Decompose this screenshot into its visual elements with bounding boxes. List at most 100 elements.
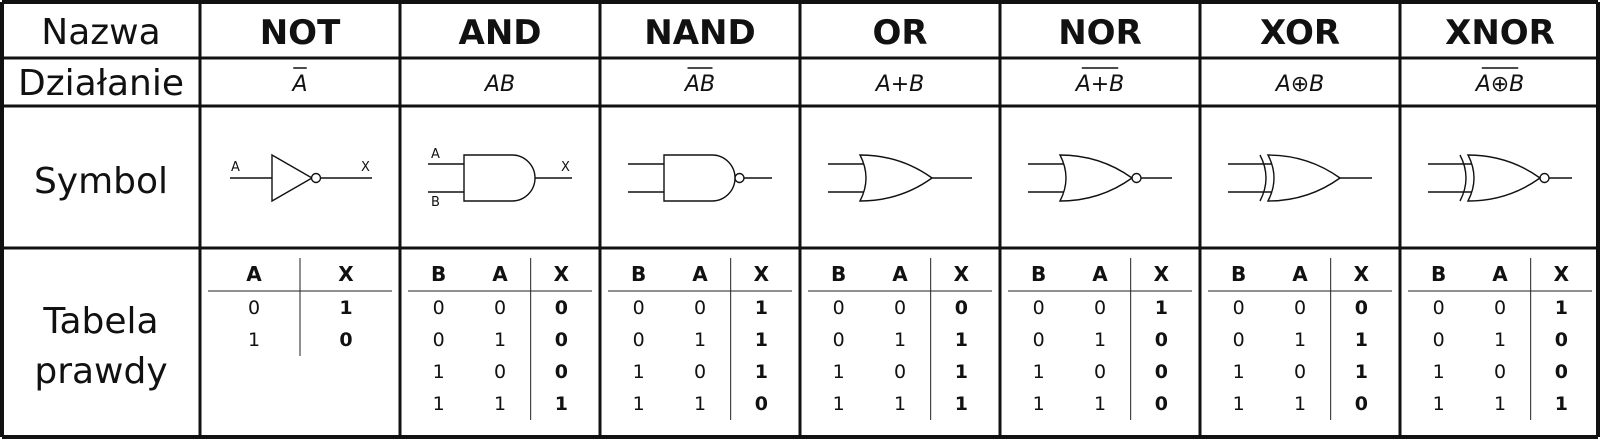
truth-table-input: 1 xyxy=(894,393,906,415)
truth-table-input: 1 xyxy=(833,361,845,383)
truth-table-output: 1 xyxy=(755,329,768,351)
gate-column-xnor: XNOR A⊕B B A X 0 0 1 0 1 0 1 0 0 1 1 1 xyxy=(1408,13,1592,420)
gate-column-nand: NAND AB B A X 0 0 1 0 1 1 1 0 1 1 1 0 xyxy=(608,13,792,420)
truth-table-input: 0 xyxy=(633,329,645,351)
truth-table-input: 1 xyxy=(1294,329,1306,351)
truth-table-row: 1 0 1 xyxy=(1233,361,1368,383)
truth-table-input: 0 xyxy=(833,329,845,351)
truth-table: B A X 0 0 0 0 1 1 1 0 1 1 1 1 xyxy=(808,258,992,420)
truth-table-output: 0 xyxy=(1355,297,1368,319)
gate-name: AND xyxy=(459,13,542,53)
truth-table-input: 1 xyxy=(1294,393,1306,415)
and-gate-icon: A B X xyxy=(428,147,572,210)
row-labels: Nazwa Działanie Symbol Tabela prawdy xyxy=(18,12,184,392)
truth-table-header: X xyxy=(754,262,770,286)
truth-table-input: 1 xyxy=(433,393,445,415)
gate-column-or: OR A+B B A X 0 0 0 0 1 1 1 0 1 1 1 1 xyxy=(808,13,992,420)
pin-label-a: A xyxy=(231,160,240,175)
truth-table-input: 1 xyxy=(1433,393,1445,415)
pin-label-x: X xyxy=(561,160,570,175)
truth-table-output: 1 xyxy=(755,361,768,383)
or-gate-icon xyxy=(828,154,972,202)
truth-table-output: 0 xyxy=(955,297,968,319)
gate-name: NOT xyxy=(260,13,341,53)
truth-table-input: 0 xyxy=(494,361,506,383)
nand-gate-icon xyxy=(628,154,772,202)
truth-table-row: 0 1 1 xyxy=(633,329,768,351)
truth-table-input: 1 xyxy=(494,329,506,351)
row-label-name: Nazwa xyxy=(41,12,160,53)
truth-table-input: 0 xyxy=(633,297,645,319)
gate-name: OR xyxy=(872,13,927,53)
truth-table-header: X xyxy=(954,262,970,286)
truth-table-input: 1 xyxy=(494,393,506,415)
xnor-gate-icon xyxy=(1428,154,1572,202)
truth-table-row: 0 0 0 xyxy=(1233,297,1368,319)
truth-table-input: 0 xyxy=(1094,361,1106,383)
truth-table-output: 1 xyxy=(555,393,568,415)
pin-label-a: A xyxy=(431,147,440,162)
truth-table-output: 1 xyxy=(955,361,968,383)
truth-table-input: 0 xyxy=(1494,297,1506,319)
truth-table: B A X 0 0 0 0 1 0 1 0 0 1 1 1 xyxy=(408,258,592,420)
truth-table-output: 1 xyxy=(1355,361,1368,383)
truth-table-input: 0 xyxy=(833,297,845,319)
truth-table-output: 0 xyxy=(555,297,568,319)
truth-table-input: 1 xyxy=(633,361,645,383)
truth-table-input: 1 xyxy=(1494,329,1506,351)
truth-table-output: 0 xyxy=(555,361,568,383)
truth-table-input: 1 xyxy=(894,329,906,351)
gate-operation: A⊕B xyxy=(1474,72,1525,97)
truth-table-output: 0 xyxy=(339,329,352,351)
truth-table-row: 0 1 1 xyxy=(833,329,968,351)
truth-table-output: 0 xyxy=(555,329,568,351)
row-label-truth-table-2: prawdy xyxy=(34,351,167,392)
truth-table-input: 0 xyxy=(1494,361,1506,383)
truth-table-output: 1 xyxy=(1355,329,1368,351)
truth-table-input: 1 xyxy=(1033,393,1045,415)
truth-table-output: 1 xyxy=(1555,297,1568,319)
truth-table-input: 1 xyxy=(1433,361,1445,383)
gate-column-xor: XOR A⊕B B A X 0 0 0 0 1 1 1 0 1 1 1 0 xyxy=(1208,13,1392,420)
truth-table-output: 0 xyxy=(1555,361,1568,383)
truth-table-output: 0 xyxy=(1155,361,1168,383)
truth-table-input: 1 xyxy=(1033,361,1045,383)
truth-table-input: 0 xyxy=(433,297,445,319)
truth-table-input: 1 xyxy=(1494,393,1506,415)
truth-table-output: 1 xyxy=(755,297,768,319)
truth-table-row: 0 1 0 xyxy=(1433,329,1568,351)
truth-table-header: A xyxy=(246,262,262,286)
gate-name: XNOR xyxy=(1445,13,1555,53)
gate-operation: A xyxy=(290,72,307,97)
gate-operation: AB xyxy=(483,72,515,97)
truth-table-row: 0 1 1 xyxy=(1233,329,1368,351)
truth-table-input: 0 xyxy=(1094,297,1106,319)
pin-label-b: B xyxy=(431,195,440,210)
truth-table-row: 1 1 0 xyxy=(1233,393,1368,415)
row-label-truth-table-1: Tabela xyxy=(42,301,158,342)
truth-table-input: 1 xyxy=(433,361,445,383)
truth-table-row: 1 1 1 xyxy=(433,393,568,415)
truth-table-input: 0 xyxy=(494,297,506,319)
truth-table-input: 0 xyxy=(1233,297,1245,319)
truth-table-input: 0 xyxy=(894,297,906,319)
truth-table-output: 0 xyxy=(1155,393,1168,415)
truth-table-input: 0 xyxy=(894,361,906,383)
truth-table-input: 0 xyxy=(1033,329,1045,351)
truth-table-row: 0 0 1 xyxy=(633,297,768,319)
truth-table-header: X xyxy=(554,262,570,286)
truth-table-output: 1 xyxy=(339,297,352,319)
truth-table-input: 0 xyxy=(1433,297,1445,319)
truth-table-header: B xyxy=(831,262,846,286)
truth-table-row: 1 0 0 xyxy=(1433,361,1568,383)
truth-table-row: 0 0 0 xyxy=(833,297,968,319)
truth-table-input: 0 xyxy=(1033,297,1045,319)
truth-table-header: A xyxy=(1292,262,1308,286)
truth-table-input: 0 xyxy=(1233,329,1245,351)
truth-table-input: 1 xyxy=(694,393,706,415)
